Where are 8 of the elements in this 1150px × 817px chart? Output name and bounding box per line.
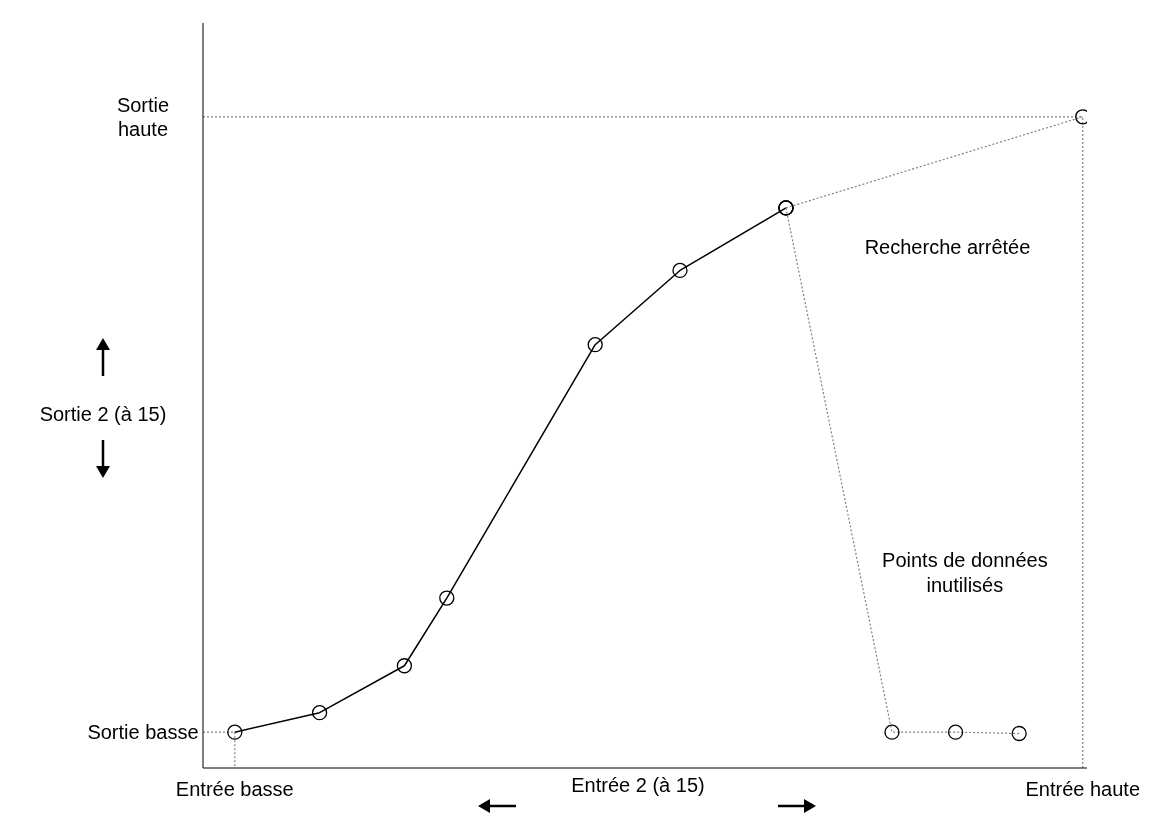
x-axis-title: Entrée 2 (à 15) bbox=[570, 774, 706, 797]
text: Sortie basse bbox=[86, 719, 200, 745]
x-tick-label: Entrée basse bbox=[175, 778, 294, 800]
annotation: Points de données inutilisés bbox=[881, 547, 1049, 598]
x-tick-label: Entrée haute bbox=[1025, 778, 1141, 800]
y-axis-title: Sortie 2 (à 15) bbox=[38, 403, 168, 426]
annotation: Recherche arrêtée bbox=[863, 234, 1032, 260]
ref-line-label: Sortie haute bbox=[116, 93, 170, 140]
